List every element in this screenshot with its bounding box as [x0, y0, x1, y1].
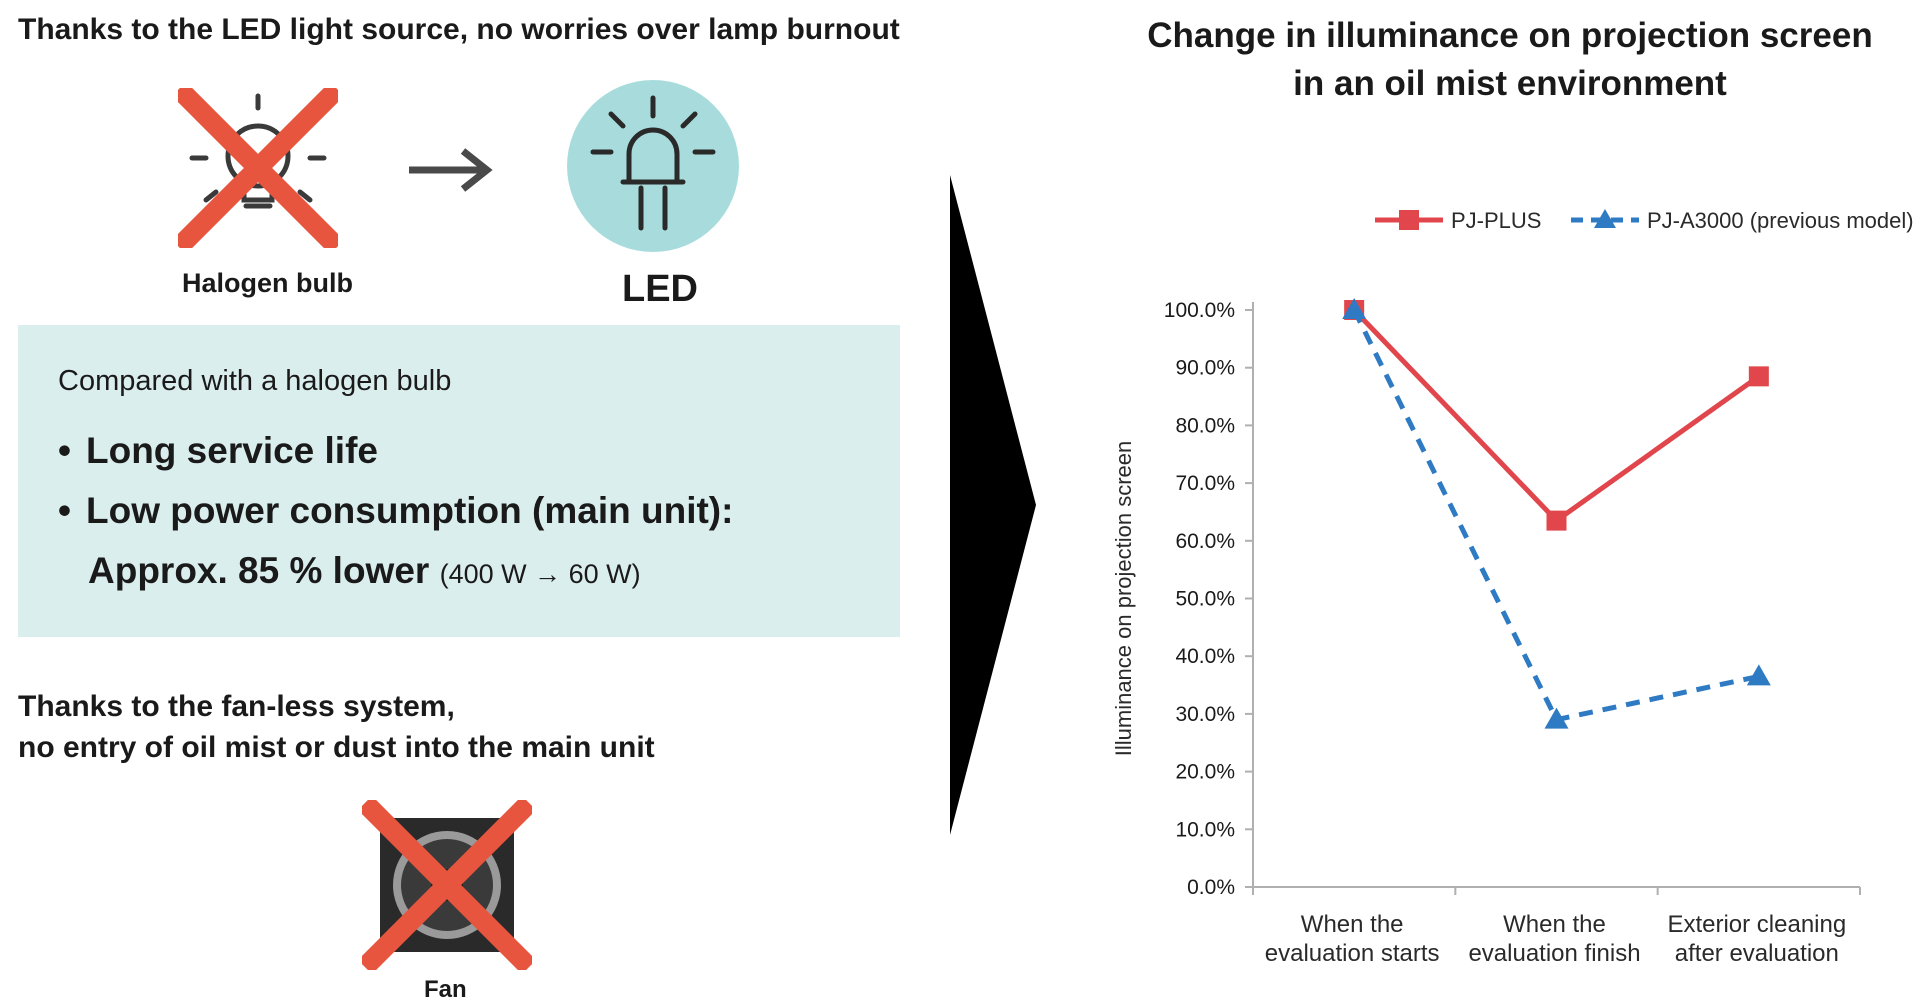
- halogen-bulb-icon: [178, 88, 338, 248]
- chart-title-line2: in an oil mist environment: [1293, 64, 1727, 103]
- bullet-dot: •: [58, 430, 71, 471]
- chevron-divider-icon: [950, 175, 1036, 835]
- y-tick-label: 50.0%: [1175, 588, 1235, 611]
- comparison-panel: [18, 325, 900, 637]
- fan-heading-line1: Thanks to the fan-less system,: [18, 690, 455, 723]
- data-point-square: [1546, 510, 1567, 531]
- arrow-right-icon: [409, 148, 493, 192]
- halogen-label: Halogen bulb: [182, 268, 353, 298]
- fan-heading-line2: no entry of oil mist or dust into the ma…: [18, 731, 655, 764]
- led-icon: [567, 80, 739, 252]
- y-tick-label: 20.0%: [1175, 761, 1235, 784]
- series-line: [1352, 308, 1761, 524]
- x-tick-label: Exterior cleaning: [1667, 911, 1846, 938]
- x-tick-label: evaluation finish: [1468, 940, 1640, 967]
- fan-icon: [362, 800, 532, 970]
- x-tick-label: after evaluation: [1675, 940, 1839, 967]
- data-point-triangle: [1342, 298, 1367, 319]
- data-point-triangle: [1544, 707, 1569, 729]
- bullet-1-text: Long service life: [86, 430, 378, 471]
- legend-label: PJ-A3000 (previous model): [1647, 208, 1914, 233]
- bullet-long-life: • Long service life: [58, 430, 378, 472]
- y-tick-label: 100.0%: [1164, 299, 1235, 322]
- y-axis-label: Illuminance on projection screen: [1111, 441, 1136, 757]
- bullet-2-text: Low power consumption (main unit):: [86, 490, 734, 531]
- bullet-dot: •: [58, 490, 71, 531]
- cross-icon: [178, 88, 338, 248]
- x-tick-label: evaluation starts: [1265, 940, 1440, 967]
- bullet-2-cont: Approx. 85 % lower: [88, 550, 430, 591]
- y-tick-label: 40.0%: [1175, 645, 1235, 668]
- led-label: LED: [622, 268, 698, 310]
- legend-marker-triangle: [1594, 209, 1616, 228]
- led-heading: Thanks to the LED light source, no worri…: [18, 13, 900, 46]
- y-tick-label: 0.0%: [1187, 876, 1235, 899]
- x-tick-label: When the: [1503, 911, 1606, 938]
- legend-label: PJ-PLUS: [1451, 208, 1541, 233]
- legend-marker-square: [1399, 210, 1419, 230]
- bullet-low-power: • Low power consumption (main unit):: [58, 490, 733, 532]
- y-tick-label: 60.0%: [1175, 530, 1235, 553]
- y-tick-label: 80.0%: [1175, 414, 1235, 437]
- x-tick-label: When the: [1301, 911, 1404, 938]
- bullet-low-power-cont: Approx. 85 % lower (400 W → 60 W): [88, 550, 641, 592]
- data-point-square: [1748, 366, 1769, 387]
- fan-label: Fan: [424, 976, 467, 1003]
- bullet-2-note: (400 W → 60 W): [439, 559, 641, 589]
- chart-title: Change in illuminance on projection scre…: [1100, 12, 1920, 108]
- y-tick-label: 90.0%: [1175, 357, 1235, 380]
- compare-title: Compared with a halogen bulb: [58, 365, 452, 397]
- illuminance-chart: 0.0% 10.0% 20.0% 30.0% 40.0% 50.0% 60.0% 70.0% 8…: [1111, 208, 1914, 967]
- chart-title-line1: Change in illuminance on projection scre…: [1147, 16, 1873, 55]
- cross-icon: [362, 800, 532, 970]
- y-tick-label: 70.0%: [1175, 472, 1235, 495]
- y-tick-label: 30.0%: [1175, 703, 1235, 726]
- y-tick-label: 10.0%: [1175, 818, 1235, 841]
- data-point-triangle: [1746, 664, 1771, 686]
